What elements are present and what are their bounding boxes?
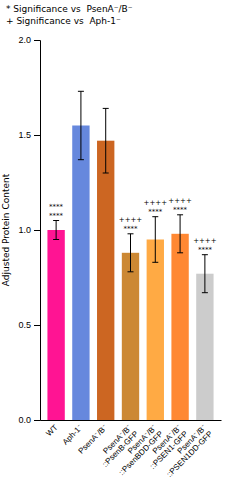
y-label: Adjusted Protein Content [1,173,11,286]
significance-label: **** [173,206,188,214]
error-cap [152,262,158,263]
tick-mark [34,420,40,421]
error-bar [152,217,158,263]
tick-mark [34,325,40,326]
significance-label: **** [124,225,139,233]
error-cap [103,108,109,109]
note: + Significance vs Aph-1⁻ [6,16,121,26]
bar [47,230,64,420]
error-cap [202,254,208,255]
significance-label: **** [49,203,64,211]
error-cap [103,173,109,174]
y-tick: 1.0 [18,225,40,235]
tick-mark [34,230,40,231]
y-axis: 0.0 0.5 1.0 1.5 2.0 [18,35,40,425]
significance-label: **** [49,212,64,220]
tick-label-line: Aph-1⁻ [61,423,85,447]
tick-label: WT [44,423,59,438]
x-tick: WT [44,420,59,438]
bar [122,253,139,420]
axis-line [41,420,222,421]
error-cap [177,252,183,253]
bar [97,141,114,420]
note: * Significance vs PsenA⁻/B⁻ [6,4,133,14]
tick-mark [34,40,40,41]
tick-label: 0.5 [18,320,31,330]
error-bar [53,221,59,240]
y-tick: 0.0 [18,415,40,425]
error-cap [53,220,59,221]
error-cap [128,233,134,234]
x-tick: PsenA⁻/B⁻::PSEN1DD-GFP [159,420,215,479]
bar [72,126,89,421]
error-stem [204,255,205,293]
error-stem [130,234,131,272]
error-cap [78,91,84,92]
y-tick: 2.0 [18,35,40,45]
significance-label: ++++ [168,197,192,205]
tick-label: 2.0 [18,35,31,45]
error-stem [180,215,181,253]
error-stem [155,217,156,263]
plot: 0.0 0.5 1.0 1.5 2.0 Adjusted Protein Content W… [1,35,222,479]
error-bar [202,255,208,293]
error-cap [202,292,208,293]
tick-mark [34,135,40,136]
axis-line [34,41,41,421]
significance-label: **** [198,246,213,254]
error-cap [152,216,158,217]
significance-label: ++++ [119,216,143,224]
tick-label-line: ::PSEN1DD-GFP [165,429,215,479]
error-stem [80,91,81,159]
significance-label: ++++ [144,199,168,207]
error-bar [177,215,183,253]
error-cap [177,214,183,215]
significance-label: **** [148,208,163,216]
error-cap [78,159,84,160]
error-bar [78,91,84,159]
error-bar [103,108,109,173]
error-stem [105,108,106,173]
y-tick: 1.5 [18,130,40,140]
error-cap [128,271,134,272]
error-cap [53,239,59,240]
x-tick: Aph-1⁻ [61,420,85,447]
marks [47,91,213,420]
bar [171,234,188,420]
error-bar [128,234,134,272]
x-axis: WTAph-1⁻PsenA⁻/B⁻PsenA⁻/B⁻::PsenB-GFPPse… [41,420,222,479]
error-stem [56,221,57,240]
bar [147,240,164,421]
significance-label: ++++ [193,237,217,245]
tick-label-line: WT [44,423,59,438]
significance: ************++++****++++****++++****++++ [49,197,217,254]
tick-label: Aph-1⁻ [61,423,85,447]
tick-label: PsenA⁻/B⁻::PSEN1DD-GFP [159,423,215,479]
bar [196,274,213,420]
chart: * Significance vs PsenA⁻/B⁻ + Significanc… [0,0,229,500]
tick-label: 1.0 [18,225,31,235]
notes: * Significance vs PsenA⁻/B⁻ + Significanc… [6,4,133,26]
tick-label: 0.0 [18,415,31,425]
y-tick: 0.5 [18,320,40,330]
tick-label: 1.5 [18,130,31,140]
